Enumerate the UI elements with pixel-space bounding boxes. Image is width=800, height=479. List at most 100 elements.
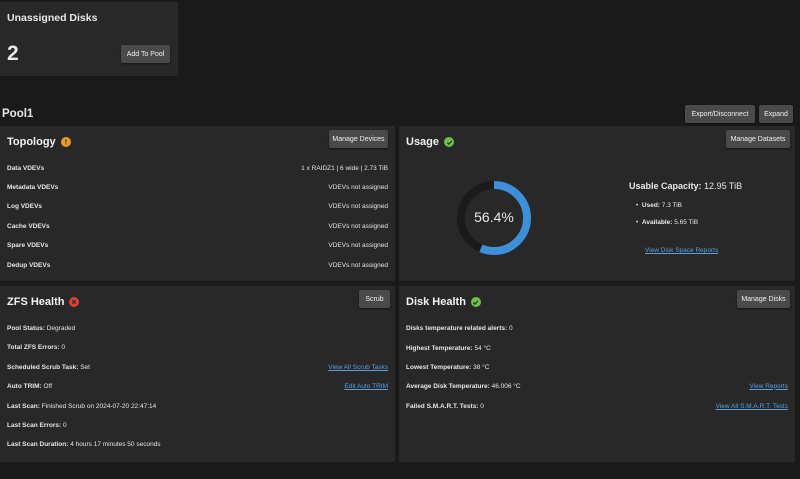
zfs-row: Last Scan: Finished Scrub on 2024-07-20 … bbox=[7, 401, 388, 411]
topology-row-value: VDEVs not assigned bbox=[328, 183, 388, 191]
zfs-row-value: Degraded bbox=[46, 324, 76, 332]
expand-button[interactable]: Expand bbox=[759, 105, 793, 123]
usable-capacity-label: Usable Capacity: bbox=[629, 181, 702, 191]
topology-title: Topology bbox=[7, 136, 56, 148]
zfs-row: Last Scan Duration: 4 hours 17 minutes 5… bbox=[7, 439, 388, 449]
zfs-row-value: 0 bbox=[61, 343, 66, 351]
zfs-row-label: Last Scan Errors: bbox=[7, 421, 62, 429]
disk-row-value: 54 °C bbox=[474, 344, 491, 352]
manage-disks-button[interactable]: Manage Disks bbox=[737, 290, 790, 308]
topology-card: Topology Manage Devices Data VDEVs 1 x R… bbox=[0, 126, 395, 281]
zfs-health-title-group: ZFS Health bbox=[7, 296, 80, 308]
topology-row-value: VDEVs not assigned bbox=[328, 202, 388, 210]
add-to-pool-button[interactable]: Add To Pool bbox=[121, 45, 170, 63]
view-reports-link[interactable]: View Reports bbox=[749, 382, 788, 390]
topology-row: Dedup VDEVs VDEVs not assigned bbox=[7, 260, 388, 270]
topology-title-group: Topology bbox=[7, 136, 71, 148]
unassigned-disks-title: Unassigned Disks bbox=[7, 12, 98, 24]
disk-row-value: 0 bbox=[508, 324, 513, 332]
topology-row: Data VDEVs 1 x RAIDZ1 | 6 wide | 2.73 Ti… bbox=[7, 163, 388, 173]
usage-title-group: Usage bbox=[406, 136, 455, 148]
topology-row: Cache VDEVs VDEVs not assigned bbox=[7, 221, 388, 231]
zfs-row: Scheduled Scrub Task: Set View All Scrub… bbox=[7, 362, 388, 372]
zfs-row-label: Last Scan Duration: bbox=[7, 440, 69, 448]
usage-card: Usage Manage Datasets 56.4% Usable Capac… bbox=[399, 126, 795, 281]
zfs-row-label: Total ZFS Errors: bbox=[7, 343, 60, 351]
zfs-health-title: ZFS Health bbox=[7, 296, 65, 308]
available-label: Available: bbox=[641, 219, 673, 226]
available-line: • Available: 5.65 TiB bbox=[636, 219, 698, 226]
zfs-row-label: Last Scan: bbox=[7, 402, 40, 410]
disk-row-label: Disks temperature related alerts: bbox=[406, 324, 508, 332]
topology-row: Log VDEVs VDEVs not assigned bbox=[7, 201, 388, 211]
topology-row-value: 1 x RAIDZ1 | 6 wide | 2.73 TiB bbox=[301, 164, 388, 172]
manage-devices-button[interactable]: Manage Devices bbox=[329, 130, 388, 148]
topology-row-label: Log VDEVs bbox=[7, 202, 43, 210]
usage-gauge-fill bbox=[457, 181, 531, 255]
used-line: • Used: 7.3 TiB bbox=[636, 202, 682, 209]
disk-row: Highest Temperature: 54 °C bbox=[406, 343, 788, 353]
topology-row-value: VDEVs not assigned bbox=[328, 222, 388, 230]
pool-name: Pool1 bbox=[2, 108, 34, 120]
topology-row-value: VDEVs not assigned bbox=[328, 241, 388, 249]
zfs-row-label: Pool Status: bbox=[7, 324, 45, 332]
disk-row-label: Failed S.M.A.R.T. Tests: bbox=[406, 402, 479, 410]
zfs-row-value: Finished Scrub on 2024-07-20 22:47:14 bbox=[41, 402, 157, 410]
topology-row: Metadata VDEVs VDEVs not assigned bbox=[7, 182, 388, 192]
zfs-row-value: Set bbox=[80, 363, 90, 371]
zfs-row: Last Scan Errors: 0 bbox=[7, 420, 388, 430]
scrub-button[interactable]: Scrub bbox=[359, 290, 390, 308]
bullet-icon: • bbox=[636, 219, 639, 226]
warning-icon bbox=[60, 137, 71, 147]
zfs-row-value: 0 bbox=[63, 421, 67, 429]
view-all-scrub-tasks-link[interactable]: View All Scrub Tasks bbox=[328, 363, 388, 371]
unassigned-disks-count: 2 bbox=[7, 42, 19, 65]
disk-row-label: Average Disk Temperature: bbox=[406, 382, 490, 390]
unassigned-disks-card: Unassigned Disks 2 Add To Pool bbox=[0, 2, 178, 76]
topology-row-label: Cache VDEVs bbox=[7, 222, 50, 230]
used-label: Used: bbox=[641, 202, 660, 209]
disk-row-value: 38 °C bbox=[473, 363, 490, 371]
disk-row-label: Lowest Temperature: bbox=[406, 363, 472, 371]
used-value: 7.3 TiB bbox=[661, 202, 683, 209]
topology-row-label: Spare VDEVs bbox=[7, 241, 49, 249]
zfs-health-card: ZFS Health Scrub Pool Status: Degraded T… bbox=[0, 286, 395, 462]
disk-row: Average Disk Temperature: 46.006 °C View… bbox=[406, 381, 788, 391]
edit-auto-trim-link[interactable]: Edit Auto TRIM bbox=[344, 382, 388, 390]
manage-datasets-button[interactable]: Manage Datasets bbox=[726, 130, 790, 148]
topology-row-value: VDEVs not assigned bbox=[328, 261, 388, 269]
bullet-icon: • bbox=[636, 202, 639, 209]
zfs-row: Pool Status: Degraded bbox=[7, 323, 388, 333]
topology-row-label: Metadata VDEVs bbox=[7, 183, 59, 191]
error-icon bbox=[69, 297, 80, 307]
view-all-smart-tests-link[interactable]: View All S.M.A.R.T. Tests bbox=[715, 402, 788, 410]
check-icon bbox=[444, 137, 455, 147]
usable-capacity: Usable Capacity: 12.95 TiB bbox=[629, 181, 742, 191]
disk-row: Lowest Temperature: 38 °C bbox=[406, 362, 788, 372]
check-icon bbox=[470, 297, 481, 307]
usable-capacity-value: 12.95 TiB bbox=[704, 181, 743, 191]
zfs-row: Auto TRIM: Off Edit Auto TRIM bbox=[7, 381, 388, 391]
disk-health-title-group: Disk Health bbox=[406, 296, 481, 308]
disk-row: Disks temperature related alerts: 0 bbox=[406, 323, 788, 333]
available-value: 5.65 TiB bbox=[674, 219, 699, 226]
disk-row-value: 0 bbox=[480, 402, 484, 410]
disk-row-value: 46.006 °C bbox=[491, 382, 521, 390]
topology-row-label: Data VDEVs bbox=[7, 164, 45, 172]
usage-title: Usage bbox=[406, 136, 440, 148]
usage-gauge bbox=[457, 181, 531, 255]
disk-row: Failed S.M.A.R.T. Tests: 0 View All S.M.… bbox=[406, 401, 788, 411]
disk-health-card: Disk Health Manage Disks Disks temperatu… bbox=[399, 286, 795, 462]
topology-row-label: Dedup VDEVs bbox=[7, 261, 51, 269]
zfs-row-label: Auto TRIM: bbox=[7, 382, 42, 390]
usage-percent: 56.4% bbox=[474, 209, 514, 225]
zfs-row-value: Off bbox=[43, 382, 53, 390]
disk-health-title: Disk Health bbox=[406, 296, 466, 308]
zfs-row-label: Scheduled Scrub Task: bbox=[7, 363, 79, 371]
zfs-row-value: 4 hours 17 minutes 50 seconds bbox=[70, 440, 161, 448]
export-disconnect-button[interactable]: Export/Disconnect bbox=[685, 105, 755, 123]
disk-row-label: Highest Temperature: bbox=[406, 344, 473, 352]
view-disk-space-reports-link[interactable]: View Disk Space Reports bbox=[645, 247, 719, 254]
zfs-row: Total ZFS Errors: 0 bbox=[7, 342, 388, 352]
topology-row: Spare VDEVs VDEVs not assigned bbox=[7, 240, 388, 250]
